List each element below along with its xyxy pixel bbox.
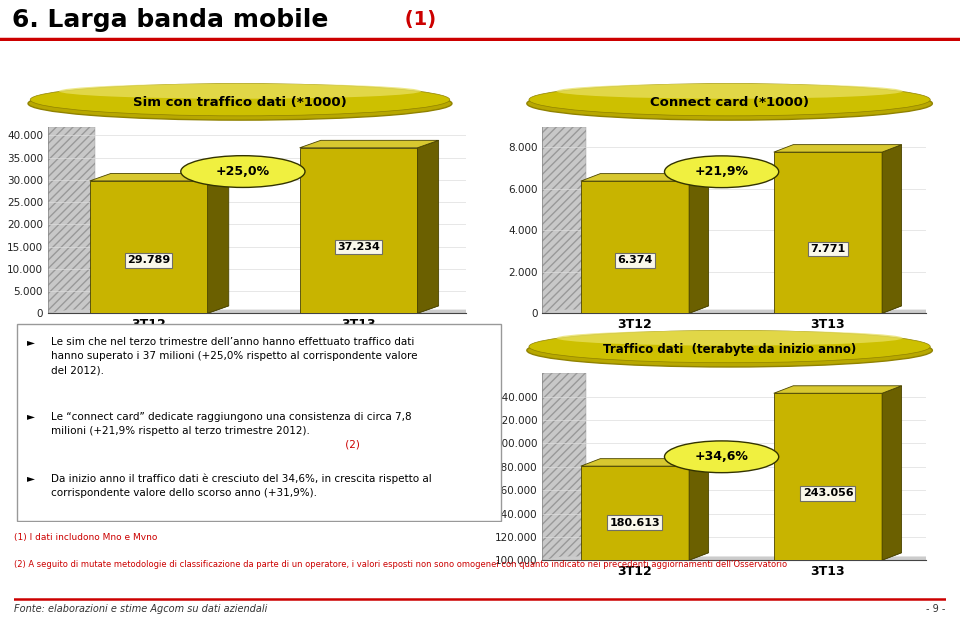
Text: Connect card (*1000): Connect card (*1000) bbox=[650, 96, 809, 109]
Polygon shape bbox=[774, 144, 901, 152]
Polygon shape bbox=[207, 173, 228, 313]
Ellipse shape bbox=[664, 156, 779, 187]
Text: Le “connect card” dedicate raggiungono una consistenza di circa 7,8
milioni (+21: Le “connect card” dedicate raggiungono u… bbox=[51, 411, 412, 436]
Text: (1): (1) bbox=[398, 10, 437, 29]
Text: 180.613: 180.613 bbox=[610, 518, 660, 527]
Text: Fonte: elaborazioni e stime Agcom su dati aziendali: Fonte: elaborazioni e stime Agcom su dat… bbox=[14, 604, 268, 614]
Polygon shape bbox=[300, 141, 439, 147]
Polygon shape bbox=[48, 310, 487, 313]
Text: 37.234: 37.234 bbox=[337, 242, 380, 252]
Text: +21,9%: +21,9% bbox=[695, 165, 749, 179]
Text: 6.374: 6.374 bbox=[617, 256, 653, 265]
Text: 243.056: 243.056 bbox=[803, 489, 853, 498]
Text: +34,6%: +34,6% bbox=[695, 450, 749, 463]
Ellipse shape bbox=[557, 330, 902, 346]
Polygon shape bbox=[89, 173, 228, 181]
Polygon shape bbox=[689, 459, 708, 560]
Polygon shape bbox=[689, 306, 708, 313]
Text: (2) A seguito di mutate metodologie di classificazione da parte di un operatore,: (2) A seguito di mutate metodologie di c… bbox=[14, 560, 787, 569]
Polygon shape bbox=[882, 144, 901, 313]
Text: Traffico dati  (terabyte da inizio anno): Traffico dati (terabyte da inizio anno) bbox=[603, 343, 856, 356]
Polygon shape bbox=[689, 553, 708, 560]
Bar bbox=[581, 181, 689, 313]
Ellipse shape bbox=[59, 84, 421, 99]
Ellipse shape bbox=[527, 87, 932, 120]
Text: Da inizio anno il traffico dati è cresciuto del 34,6%, in crescita rispetto al
c: Da inizio anno il traffico dati è cresci… bbox=[51, 473, 432, 498]
Polygon shape bbox=[689, 173, 708, 313]
Polygon shape bbox=[581, 459, 708, 466]
FancyBboxPatch shape bbox=[17, 324, 500, 521]
Polygon shape bbox=[542, 310, 946, 313]
Polygon shape bbox=[581, 173, 708, 181]
Ellipse shape bbox=[28, 87, 452, 120]
Polygon shape bbox=[882, 553, 901, 560]
Bar bbox=[581, 466, 689, 560]
Text: 7.771: 7.771 bbox=[810, 244, 846, 254]
Text: 29.789: 29.789 bbox=[127, 255, 170, 265]
Text: - 9 -: - 9 - bbox=[926, 604, 946, 614]
Text: 6. Larga banda mobile: 6. Larga banda mobile bbox=[12, 8, 328, 32]
Bar bbox=[48, 127, 95, 313]
Text: ►: ► bbox=[27, 473, 35, 484]
Ellipse shape bbox=[557, 84, 902, 99]
Polygon shape bbox=[542, 556, 946, 560]
Polygon shape bbox=[418, 306, 439, 313]
Ellipse shape bbox=[527, 334, 932, 367]
Text: Sim con traffico dati (*1000): Sim con traffico dati (*1000) bbox=[133, 96, 347, 109]
Text: ►: ► bbox=[27, 411, 35, 422]
Ellipse shape bbox=[664, 441, 779, 473]
Bar bbox=[300, 147, 418, 313]
Polygon shape bbox=[882, 306, 901, 313]
Ellipse shape bbox=[529, 84, 930, 116]
Text: (2): (2) bbox=[343, 439, 360, 449]
Text: +25,0%: +25,0% bbox=[216, 165, 270, 178]
Text: (1) I dati includono Mno e Mvno: (1) I dati includono Mno e Mvno bbox=[14, 534, 157, 542]
Bar bbox=[89, 181, 207, 313]
Polygon shape bbox=[418, 141, 439, 313]
Polygon shape bbox=[882, 385, 901, 560]
Polygon shape bbox=[207, 306, 228, 313]
Ellipse shape bbox=[529, 330, 930, 363]
Bar bbox=[774, 152, 882, 313]
Text: Le sim che nel terzo trimestre dell’anno hanno effettuato traffico dati
hanno su: Le sim che nel terzo trimestre dell’anno… bbox=[51, 337, 418, 375]
Polygon shape bbox=[774, 385, 901, 393]
Bar bbox=[542, 127, 586, 313]
Bar bbox=[774, 393, 882, 560]
Ellipse shape bbox=[180, 156, 305, 187]
Text: ►: ► bbox=[27, 337, 35, 347]
Ellipse shape bbox=[31, 84, 449, 116]
Bar bbox=[542, 373, 586, 560]
